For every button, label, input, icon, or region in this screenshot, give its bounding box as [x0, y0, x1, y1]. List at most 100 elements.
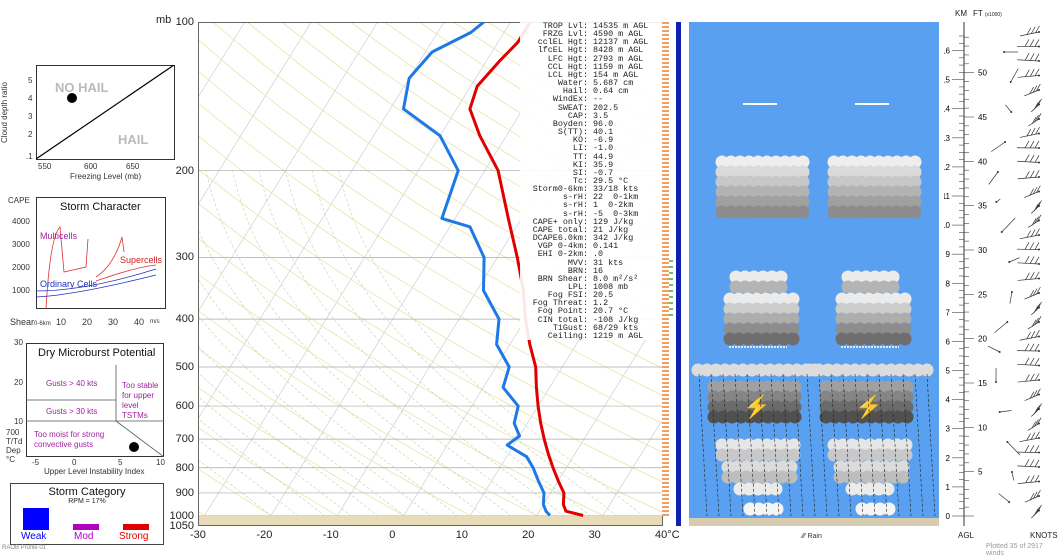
ground-band [198, 516, 663, 526]
ft-tick-label: 15 [978, 379, 987, 388]
mb-ytick: 20 [14, 378, 23, 387]
ft-tick-label: 25 [978, 290, 987, 299]
hail-xlabel: Freezing Level (mb) [70, 172, 141, 181]
gusts30-label: Gusts > 30 kts [46, 407, 97, 416]
pressure-tick-label: 100 [176, 16, 194, 28]
plotted-label: Plotted 35 of 2917 winds [986, 543, 1059, 557]
ft-tick-label: 35 [978, 202, 987, 211]
ft-sub: (x1000) [985, 12, 1002, 18]
storm-character-title: Storm Character [60, 201, 141, 213]
km-tick-label: 7 [946, 308, 951, 317]
mb-xtick: 10 [156, 458, 165, 467]
km-tick-label: 13 [944, 134, 951, 143]
rpm-label: RPM = 17% [11, 498, 163, 505]
cloud-layer [846, 483, 895, 496]
shear-label-text: Shear [10, 317, 34, 327]
ft-tick-label: 30 [978, 246, 987, 255]
mb-ylabel-4: °C [6, 455, 15, 464]
index-value: 1219 m AGL [588, 332, 643, 340]
microburst-panel: 30 20 10 Dry Microburst Potential Gusts … [0, 335, 185, 475]
blue-strip [676, 22, 681, 526]
ft-label-text: FT [973, 9, 983, 18]
km-tick-label: 4 [946, 396, 951, 405]
cloud-layer [716, 156, 810, 219]
height-scale: 1615141312111098765432105045403530252015… [944, 22, 1059, 526]
hail-ytick: 5 [28, 76, 32, 85]
km-tick-label: 14 [944, 105, 951, 114]
pressure-tick-label: 800 [176, 462, 194, 474]
km-tick-label: 6 [946, 337, 951, 346]
storm-category-panel: Storm Category RPM = 17% Weak Mod Strong [10, 483, 164, 545]
km-tick-label: 5 [946, 367, 951, 376]
ft-tick-label: 45 [978, 113, 987, 122]
pressure-tick-label: 500 [176, 361, 194, 373]
too-stable-4: TSTMs [122, 411, 148, 420]
too-stable-3: level [122, 401, 138, 410]
cloud-layer [734, 483, 783, 496]
ft-tick-label: 10 [978, 423, 987, 432]
pressure-tick-label: 900 [176, 487, 194, 499]
mb-ylabel-2: T/Td [6, 437, 22, 446]
sc-ytick: 4000 [12, 217, 30, 226]
too-moist-1: Too moist for strong [34, 430, 104, 439]
temperature-tick-label: -30 [190, 529, 206, 541]
km-tick-label: 3 [946, 425, 951, 434]
index-label: Ceiling: [520, 332, 588, 340]
ordinary-cells-label: Ordinary Cells [40, 279, 97, 289]
orange-strip [662, 22, 669, 516]
supercells-label: Supercells [120, 255, 162, 265]
hail-ytick: 2 [28, 130, 32, 139]
km-tick-label: 2 [946, 454, 951, 463]
sc-ytick: 3000 [12, 240, 30, 249]
ft-tick-label: 40 [978, 157, 987, 166]
pressure-tick-label: 700 [176, 433, 194, 445]
temperature-tick-label: -10 [323, 529, 339, 541]
pressure-tick-label: 600 [176, 400, 194, 412]
cloud-layer [834, 461, 910, 484]
cape-label: CAPE [8, 196, 30, 205]
temperature-tick-label: 10 [456, 529, 468, 541]
storm-character-panel: CAPE 4000 3000 2000 1000 Storm Character… [0, 193, 185, 328]
ft-tick-label: 20 [978, 335, 987, 344]
cloud-layer [722, 461, 798, 484]
mb-xtick: 0 [72, 458, 76, 467]
cloud-ground [689, 518, 939, 526]
hail-ytick: 4 [28, 94, 32, 103]
knots-label: KNOTS [1030, 531, 1058, 540]
lightning-icon: ⚡ [743, 394, 770, 420]
cloud-layer [804, 364, 934, 377]
cloud-graphics: ⚡⚡ [689, 22, 939, 518]
cloud-layer [828, 439, 913, 462]
hail-xtick: 600 [84, 162, 97, 171]
rain-icon: ⁄⁄⁄ [802, 533, 806, 540]
index-row: Ceiling: 1219 m AGL [520, 332, 662, 340]
temperature-tick-label: 40°C [655, 529, 680, 541]
strong-label: Strong [119, 531, 148, 542]
gusts40-label: Gusts > 40 kts [46, 379, 97, 388]
storm-category-title: Storm Category [11, 486, 163, 498]
ft-tick-label: 5 [978, 468, 983, 477]
cloud-layer [724, 293, 800, 346]
hail-xtick: 550 [38, 162, 51, 171]
cloud-layer [836, 293, 912, 346]
cloud-layer [842, 271, 900, 294]
temperature-tick-label: 0 [389, 529, 395, 541]
microburst-title: Dry Microburst Potential [38, 347, 155, 359]
km-tick-label: 8 [946, 279, 951, 288]
hail-ytick: 3 [28, 112, 32, 121]
ft-label: FT (x1000) [973, 9, 1002, 18]
no-hail-label: NO HAIL [55, 80, 108, 95]
pressure-tick-label: 200 [176, 165, 194, 177]
pressure-tick-label: 300 [176, 251, 194, 263]
mb-ylabel-3: Dep [6, 446, 21, 455]
strong-bar [123, 524, 149, 530]
pressure-tick-label: 400 [176, 313, 194, 325]
rain-legend: ⁄⁄⁄ Rain [802, 533, 822, 540]
hail-ylabel: Cloud depth ratio [0, 82, 9, 143]
km-tick-label: 12 [944, 163, 951, 172]
sc-xtick: 40 [134, 317, 144, 327]
mb-xlabel: Upper Level Instability Index [44, 467, 145, 476]
wind-barbs [988, 26, 1042, 518]
mb-ytick: 30 [14, 338, 23, 347]
